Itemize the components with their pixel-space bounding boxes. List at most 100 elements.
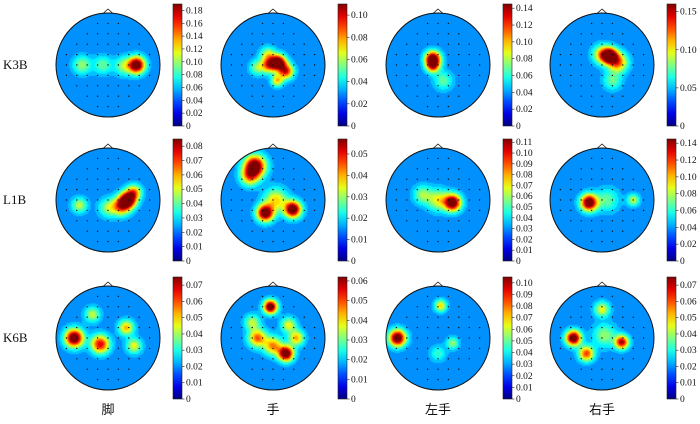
- colorbar-tick-label: 0.03: [186, 346, 203, 356]
- colorbar-tick-label: 0.06: [516, 325, 533, 335]
- electrode-dots: [65, 295, 151, 381]
- colorbar-tick-label: 0.10: [516, 279, 533, 289]
- colorbar-tick-label: 0.08: [516, 171, 533, 181]
- colorbar-tick-label: 0.10: [351, 11, 368, 21]
- head-outline: [385, 285, 491, 391]
- colorbar-tick-label: 0.10: [680, 173, 697, 183]
- colorbar-tick-label: 0.14: [516, 4, 533, 14]
- colorbar-tick-label: 0.03: [351, 193, 368, 203]
- colorbar-tick-label: 0: [680, 257, 685, 267]
- head-outline: [55, 12, 161, 118]
- colorbar-tick-label: 0.02: [351, 100, 368, 110]
- colorbar-tick-label: 0.05: [186, 314, 203, 324]
- colorbar-tick-label: 0.01: [351, 375, 368, 385]
- colorbar-tick-label: 0.08: [516, 55, 533, 65]
- colorbar-tick-label: 0.04: [186, 330, 203, 340]
- colorbar-tick-label: 0.04: [186, 96, 203, 106]
- colorbar-tick-label: 0.01: [516, 246, 533, 256]
- electrode-dots: [230, 22, 316, 108]
- electrode-dots: [559, 157, 645, 243]
- colorbar-tick-label: 0.03: [186, 214, 203, 224]
- head-outline: [549, 12, 655, 118]
- topo-panel-K6B-2: 0 0.010.02 0.030.04 0.05 0.060.07 0.08 0.090.1…: [385, 276, 533, 405]
- colorbar-tick-label: 0.06: [351, 277, 368, 287]
- electrode-dots: [395, 157, 481, 243]
- colorbar-tick-label: 0: [186, 257, 191, 267]
- colorbar-tick-label: 0.02: [680, 362, 697, 372]
- colorbar-tick-label: 0.05: [680, 314, 697, 324]
- colorbar-tick-label: 0.04: [351, 78, 368, 88]
- colorbar-tick-label: 0.05: [351, 297, 368, 307]
- colorbar-tick-label: 0.08: [351, 33, 368, 43]
- topo-panel-L1B-1: 0 0.01 0.02 0.03 0.04 0.05: [220, 138, 368, 267]
- colorbar-tick-label: 0.04: [186, 200, 203, 210]
- colorbar: 0 0.01 0.02 0.03 0.04 0.05: [337, 138, 368, 267]
- colorbar-tick-label: 0.02: [186, 228, 203, 238]
- colorbar-tick-label: 0.01: [516, 383, 533, 393]
- nose-mark: [102, 143, 114, 149]
- head-outline: [385, 12, 491, 118]
- colorbar: 0 0.010.02 0.030.04 0.05 0.060.07 0.08 0.090.1…: [502, 276, 533, 405]
- colorbar-tick-label: 0.10: [680, 46, 697, 56]
- colorbar-tick-label: 0.03: [351, 336, 368, 346]
- figure-layer: 00.020.040.060.080.100.120.140.160.1800.…: [3, 3, 697, 418]
- topo-panel-K3B-3: 0 0.05 0.10 0.15: [549, 3, 697, 132]
- colorbar-tick-label: 0.06: [680, 297, 697, 307]
- topo-panel-K3B-2: 0 0.02 0.04 0.06 0.08 0.10 0.12 0.14: [385, 3, 533, 132]
- colorbar: 0 0.02 0.04 0.06 0.08 0.10 0.12 0.14: [502, 3, 533, 132]
- head-outline: [549, 285, 655, 391]
- colorbar-tick-label: 0.04: [516, 349, 533, 359]
- colorbar: 0 0.01 0.02 0.03 0.04 0.05 0.06 0.07 0.08: [172, 138, 203, 267]
- colorbar-tick-label: 0.07: [516, 314, 533, 324]
- colorbar-tick-label: 0.02: [680, 240, 697, 250]
- nose-mark: [432, 143, 444, 149]
- colorbar-tick-label: 0.12: [680, 156, 697, 166]
- colorbar-tick-label: 0.05: [351, 150, 368, 160]
- colorbar-tick-label: 0.16: [186, 19, 203, 29]
- colorbar-tick-label: 0.10: [516, 38, 533, 48]
- electrode-dots: [65, 157, 151, 243]
- topo-panel-L1B-0: 0 0.01 0.02 0.03 0.04 0.05 0.06 0.07 0.08: [55, 138, 203, 267]
- colorbar-tick-label: 0.12: [516, 21, 533, 31]
- colorbar-tick-label: 0.02: [186, 109, 203, 119]
- colorbar-tick-label: 0.08: [186, 71, 203, 81]
- colorbar-tick-label: 0.06: [186, 171, 203, 181]
- nose-mark: [102, 8, 114, 14]
- colorbar-tick-label: 0.03: [516, 225, 533, 235]
- colorbar-tick-label: 0.02: [351, 356, 368, 366]
- colorbar-tick-label: 0.14: [186, 32, 203, 42]
- electrode-dots: [230, 295, 316, 381]
- colorbar-tick-label: 0: [351, 122, 356, 132]
- colorbar-tick-label: 0: [516, 395, 521, 405]
- colorbar-tick-label: 0.01: [186, 379, 203, 389]
- topo-panel-K3B-0: 0 0.02 0.04 0.06 0.08 0.10 0.12 0.14 0.16 0.18: [55, 3, 203, 132]
- nose-mark: [596, 281, 608, 287]
- colorbar-tick-label: 0.09: [516, 290, 533, 300]
- colorbar: 0 0.01 0.02 0.03 0.04 0.05 0.06: [337, 276, 368, 405]
- colorbar-tick-label: 0.07: [680, 281, 697, 291]
- nose-mark: [596, 8, 608, 14]
- colorbar-tick-label: 0.06: [680, 207, 697, 217]
- colorbar-tick-label: 0.02: [516, 105, 533, 115]
- colorbar-tick-label: 0.04: [680, 330, 697, 340]
- colorbar-tick-label: 0.07: [516, 181, 533, 191]
- colorbar: 0 0.02 0.04 0.06 0.08 0.10 0.12 0.14: [666, 138, 697, 267]
- colorbar-tick-label: 0.10: [186, 58, 203, 68]
- colorbar-tick-label: 0.08: [680, 190, 697, 200]
- colorbar-tick-label: 0.06: [351, 55, 368, 65]
- colorbar-tick-label: 0.05: [680, 84, 697, 94]
- colorbar-tick-label: 0.02: [351, 214, 368, 224]
- head-outline: [220, 285, 326, 391]
- head-outline: [55, 147, 161, 253]
- colorbar-tick-label: 0.06: [186, 83, 203, 93]
- colorbar: 0 0.01 0.02 0.03 0.04 0.05 0.06 0.07: [666, 276, 697, 405]
- colorbar-tick-label: 0: [186, 122, 191, 132]
- nose-mark: [596, 143, 608, 149]
- column-label: 脚: [101, 402, 114, 418]
- head-outline: [55, 285, 161, 391]
- colorbar-tick-label: 0.06: [186, 297, 203, 307]
- colorbar: 0 0.05 0.10 0.15: [666, 3, 697, 132]
- topo-panel-K6B-1: 0 0.01 0.02 0.03 0.04 0.05 0.06: [220, 276, 368, 405]
- colorbar-tick-label: 0.04: [516, 214, 533, 224]
